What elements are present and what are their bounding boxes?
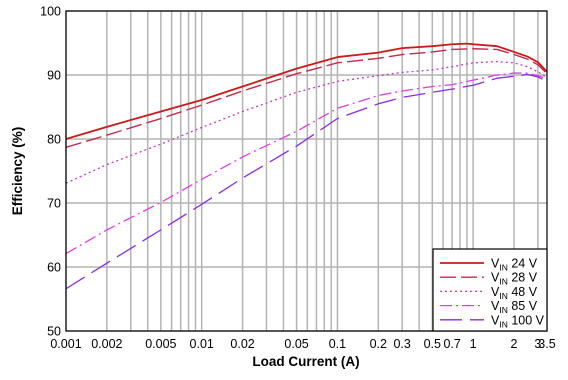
y-tick-label: 70 xyxy=(47,197,61,211)
series-line-4 xyxy=(65,72,548,255)
x-tick-label: 3.5 xyxy=(538,337,555,351)
x-tick-label: 0.3 xyxy=(393,337,410,351)
y-tick-label: 90 xyxy=(47,69,61,83)
y-axis-label: Efficiency (%) xyxy=(10,127,25,216)
x-tick-label: 2 xyxy=(511,337,518,351)
x-tick-label: 1 xyxy=(470,337,477,351)
legend-label: VIN 24 V xyxy=(491,257,538,273)
legend-label: VIN 28 V xyxy=(491,271,538,287)
x-tick-label: 0.5 xyxy=(424,337,441,351)
y-tick-label: 60 xyxy=(47,261,61,275)
axis-ticks: 0.001 0.002 0.005 0.01 0.02 0.05 0.1 0.2 0.3 0.5 0… xyxy=(40,5,556,352)
x-tick-label: 0.002 xyxy=(91,337,122,351)
x-tick-label: 0.02 xyxy=(230,337,254,351)
legend-label: VIN 100 V xyxy=(491,313,545,329)
legend-label: VIN 85 V xyxy=(491,299,538,315)
x-tick-label: 0.7 xyxy=(443,337,460,351)
y-tick-label: 80 xyxy=(47,133,61,147)
x-tick-label: 0.05 xyxy=(284,337,308,351)
x-tick-label: 0.2 xyxy=(370,337,387,351)
y-tick-label: 100 xyxy=(40,5,61,19)
series-lines xyxy=(65,42,548,290)
x-tick-label: 0.005 xyxy=(145,337,176,351)
series-line-2 xyxy=(65,48,548,148)
plot-frame xyxy=(65,10,548,332)
series-line-3 xyxy=(65,60,548,184)
series-line-1 xyxy=(65,42,548,140)
x-tick-label: 3 xyxy=(534,337,541,351)
x-axis-label: Load Current (A) xyxy=(252,354,359,369)
x-tick-label: 0.1 xyxy=(329,337,346,351)
y-tick-label: 50 xyxy=(47,325,61,339)
legend-label: VIN 48 V xyxy=(491,285,538,301)
x-tick-label: 0.001 xyxy=(50,337,81,351)
x-tick-label: 0.01 xyxy=(190,337,214,351)
